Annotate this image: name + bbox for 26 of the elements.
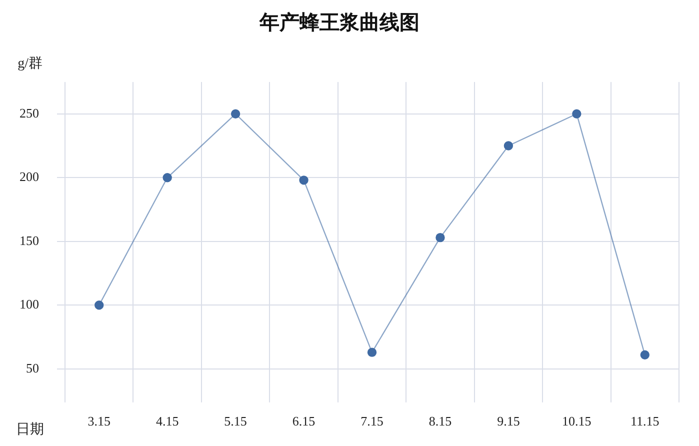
y-tick-label: 250 (20, 105, 39, 120)
point (640, 350, 650, 360)
x-tick-label: 10.15 (562, 414, 592, 429)
y-tick-label: 200 (20, 169, 39, 184)
point (162, 173, 172, 182)
y-tick-label: 50 (26, 360, 39, 376)
point (367, 348, 377, 357)
y-axis-title: g/群 (18, 56, 42, 72)
chart-title: 年产蜂王浆曲线图 (258, 11, 420, 34)
x-tick-label: 7.15 (360, 414, 384, 429)
x-axis-title: 日期 (16, 422, 44, 438)
point (94, 300, 104, 310)
point (572, 109, 582, 118)
point (504, 141, 514, 150)
x-tick-label: 4.15 (156, 414, 179, 429)
point (299, 176, 308, 185)
point (230, 109, 240, 118)
y-tick-label: 150 (20, 232, 39, 248)
x-tick-label: 11.15 (630, 414, 660, 429)
x-tick-label: 8.15 (428, 414, 452, 429)
x-tick-label: 3.15 (88, 414, 110, 429)
y-tick-label: 100 (20, 296, 39, 312)
point (436, 232, 445, 242)
x-tick-label: 5.15 (224, 414, 247, 429)
x-tick-label: 6.15 (292, 414, 316, 429)
x-tick-label: 9.15 (497, 414, 520, 429)
